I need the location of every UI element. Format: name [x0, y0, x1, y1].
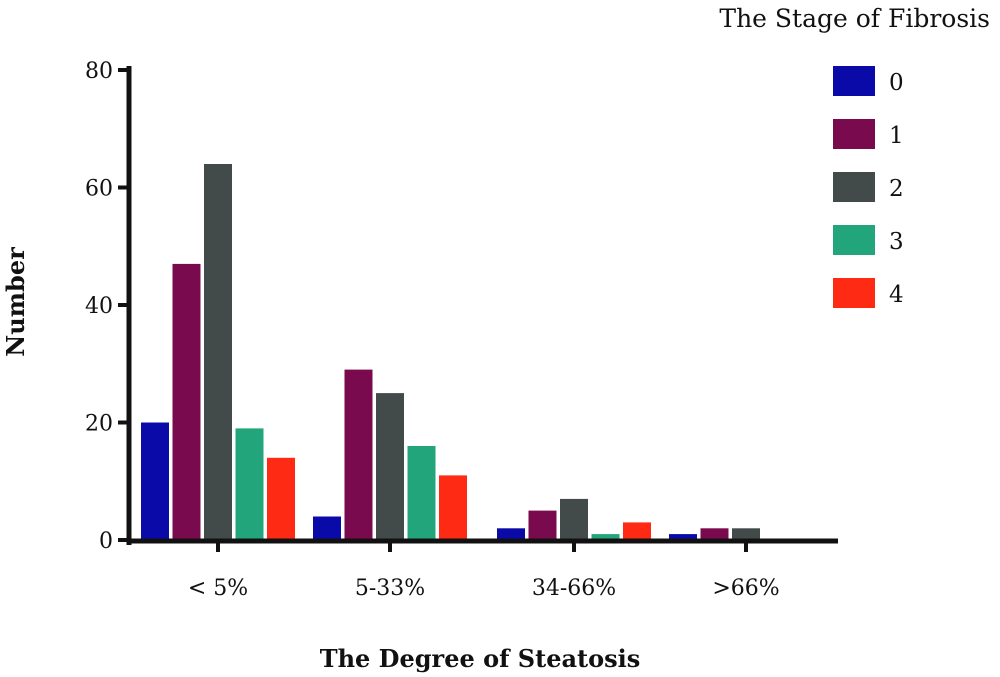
bar-fibrosis-4-group-3	[623, 522, 651, 540]
bar-fibrosis-2-group-3	[560, 498, 588, 540]
y-ticks: 0 20 40 60 80	[85, 59, 129, 554]
y-tick-label: 40	[85, 294, 113, 319]
legend-swatch-1	[833, 119, 875, 149]
bar-fibrosis-3-group-3	[591, 534, 620, 540]
y-tick-label: 80	[85, 59, 113, 84]
x-tick-label: 5-33%	[355, 576, 425, 601]
bar-fibrosis-3-group-2	[407, 446, 436, 540]
legend-swatch-2	[833, 172, 875, 202]
y-tick-label: 20	[85, 412, 113, 437]
x-tick-label: 34-66%	[532, 576, 616, 601]
bar-fibrosis-0-group-1	[141, 422, 169, 540]
bar-fibrosis-1-group-3	[528, 510, 557, 540]
legend-label-0: 0	[889, 70, 904, 96]
legend-label-4: 4	[889, 282, 904, 308]
legend-label-3: 3	[889, 229, 904, 255]
bars-layer	[141, 164, 760, 541]
bar-fibrosis-2-group-1	[204, 164, 232, 540]
x-tick-label: < 5%	[188, 576, 248, 601]
y-tick-label: 60	[85, 177, 113, 202]
bar-fibrosis-3-group-1	[235, 428, 264, 540]
legend-label-2: 2	[889, 176, 904, 202]
bar-fibrosis-0-group-2	[313, 516, 341, 540]
bar-fibrosis-1-group-2	[344, 369, 373, 540]
x-ticks: < 5% 5-33% 34-66% >66%	[188, 541, 780, 601]
axes-layer	[126, 66, 838, 545]
bar-fibrosis-1-group-4	[700, 528, 729, 541]
bar-fibrosis-0-group-4	[669, 534, 697, 540]
legend-title: The Stage of Fibrosis	[719, 4, 990, 33]
bar-fibrosis-4-group-2	[439, 475, 467, 540]
legend-swatch-3	[833, 225, 875, 255]
legend: The Stage of Fibrosis 0 1 2 3 4	[719, 4, 990, 308]
bar-fibrosis-2-group-2	[376, 393, 404, 540]
x-tick-label: >66%	[712, 576, 779, 601]
bar-fibrosis-0-group-3	[497, 528, 525, 541]
legend-swatch-0	[833, 66, 875, 96]
legend-swatch-4	[833, 278, 875, 308]
x-axis-title: The Degree of Steatosis	[320, 644, 641, 673]
y-tick-label: 0	[99, 529, 113, 554]
bar-fibrosis-2-group-4	[732, 528, 760, 541]
y-axis-title: Number	[1, 247, 30, 357]
bar-fibrosis-1-group-1	[172, 263, 201, 540]
bar-fibrosis-4-group-1	[267, 457, 295, 541]
legend-label-1: 1	[889, 123, 904, 149]
